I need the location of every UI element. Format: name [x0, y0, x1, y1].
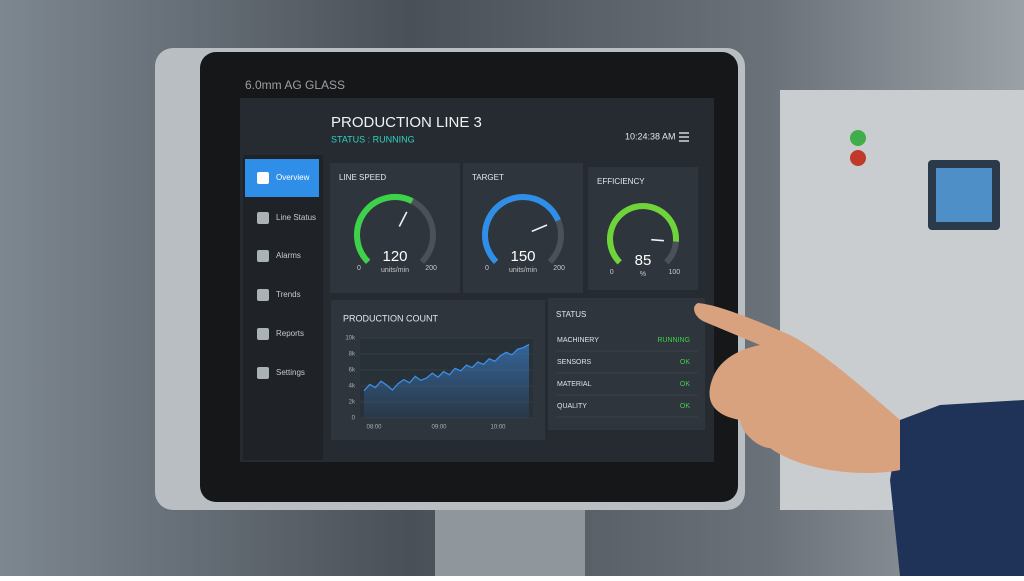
gauge-unit: units/min — [509, 267, 537, 274]
nav-item[interactable]: Line Status — [276, 213, 316, 222]
gauge-max: 200 — [553, 265, 565, 272]
nav-item[interactable]: Overview — [276, 173, 310, 182]
gauge-needle — [531, 224, 548, 233]
status-label: SENSORS — [557, 359, 592, 366]
status-label: QUALITY — [557, 403, 587, 410]
chart-title: PRODUCTION COUNT — [343, 313, 438, 323]
y-tick-label: 8k — [349, 352, 356, 358]
gauge-unit: % — [640, 271, 646, 278]
sleeve — [890, 400, 1024, 576]
gauge-needle — [398, 211, 408, 227]
gauge-card — [588, 167, 698, 290]
gauge-max: 200 — [425, 265, 437, 272]
status-card — [548, 298, 705, 430]
lamp — [850, 130, 866, 146]
gauge-unit: units/min — [381, 267, 409, 274]
gauge-value: 85 — [635, 252, 652, 269]
status-value: OK — [680, 403, 690, 410]
nav-icon — [257, 250, 269, 262]
lamp — [850, 150, 866, 166]
y-tick-label: 4k — [349, 384, 356, 390]
cabinet-display — [936, 168, 992, 222]
nav-item[interactable]: Reports — [276, 329, 304, 338]
gauge-needle — [651, 238, 664, 242]
line — [363, 343, 530, 392]
nav-item[interactable]: Trends — [276, 290, 301, 299]
status-value: RUNNING — [657, 337, 690, 344]
y-tick-label: 0 — [352, 416, 356, 422]
nav-item[interactable]: Settings — [276, 368, 305, 377]
x-tick-label: 10:00 — [490, 425, 506, 431]
nav-icon — [257, 172, 269, 184]
y-tick-label: 6k — [349, 368, 356, 374]
gauge-arc — [482, 194, 561, 264]
nav-icon — [257, 289, 269, 301]
header-status: STATUS : RUNNING — [331, 134, 415, 144]
status-label: MATERIAL — [557, 381, 592, 388]
nav-icon — [257, 328, 269, 340]
status-title: STATUS — [556, 310, 586, 319]
gauge-title: EFFICIENCY — [597, 177, 645, 186]
area — [364, 344, 529, 418]
status-value: OK — [680, 359, 690, 366]
sidebar — [243, 155, 323, 460]
gauge-max: 100 — [669, 269, 681, 276]
status-value: OK — [680, 381, 690, 388]
nav-item[interactable]: Alarms — [276, 251, 301, 260]
nav-icon — [257, 212, 269, 224]
menu-button[interactable] — [679, 132, 689, 142]
bezel-label: 6.0mm AG GLASS — [245, 78, 345, 92]
hand — [694, 303, 900, 474]
gauge-card — [330, 163, 460, 293]
status-label: MACHINERY — [557, 337, 599, 344]
x-tick-label: 08:00 — [366, 425, 382, 431]
gauge-arc — [607, 203, 679, 265]
header-time: 10:24:38 AM — [625, 131, 676, 141]
gauge-arc — [354, 194, 414, 264]
nav-icon — [257, 367, 269, 379]
gauge-min: 0 — [610, 269, 614, 276]
gauge-min: 0 — [485, 265, 489, 272]
gauge-value: 120 — [382, 248, 407, 265]
gauge-min: 0 — [357, 265, 361, 272]
gauge-value: 150 — [510, 248, 535, 265]
gauge-title: LINE SPEED — [339, 173, 386, 182]
y-tick-label: 10k — [345, 336, 356, 342]
gauge-title: TARGET — [472, 173, 504, 182]
header-title: PRODUCTION LINE 3 — [331, 114, 482, 131]
x-tick-label: 09:00 — [431, 425, 447, 431]
y-tick-label: 2k — [349, 400, 356, 406]
